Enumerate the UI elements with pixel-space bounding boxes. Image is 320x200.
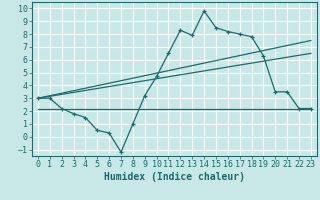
X-axis label: Humidex (Indice chaleur): Humidex (Indice chaleur) [104, 172, 245, 182]
